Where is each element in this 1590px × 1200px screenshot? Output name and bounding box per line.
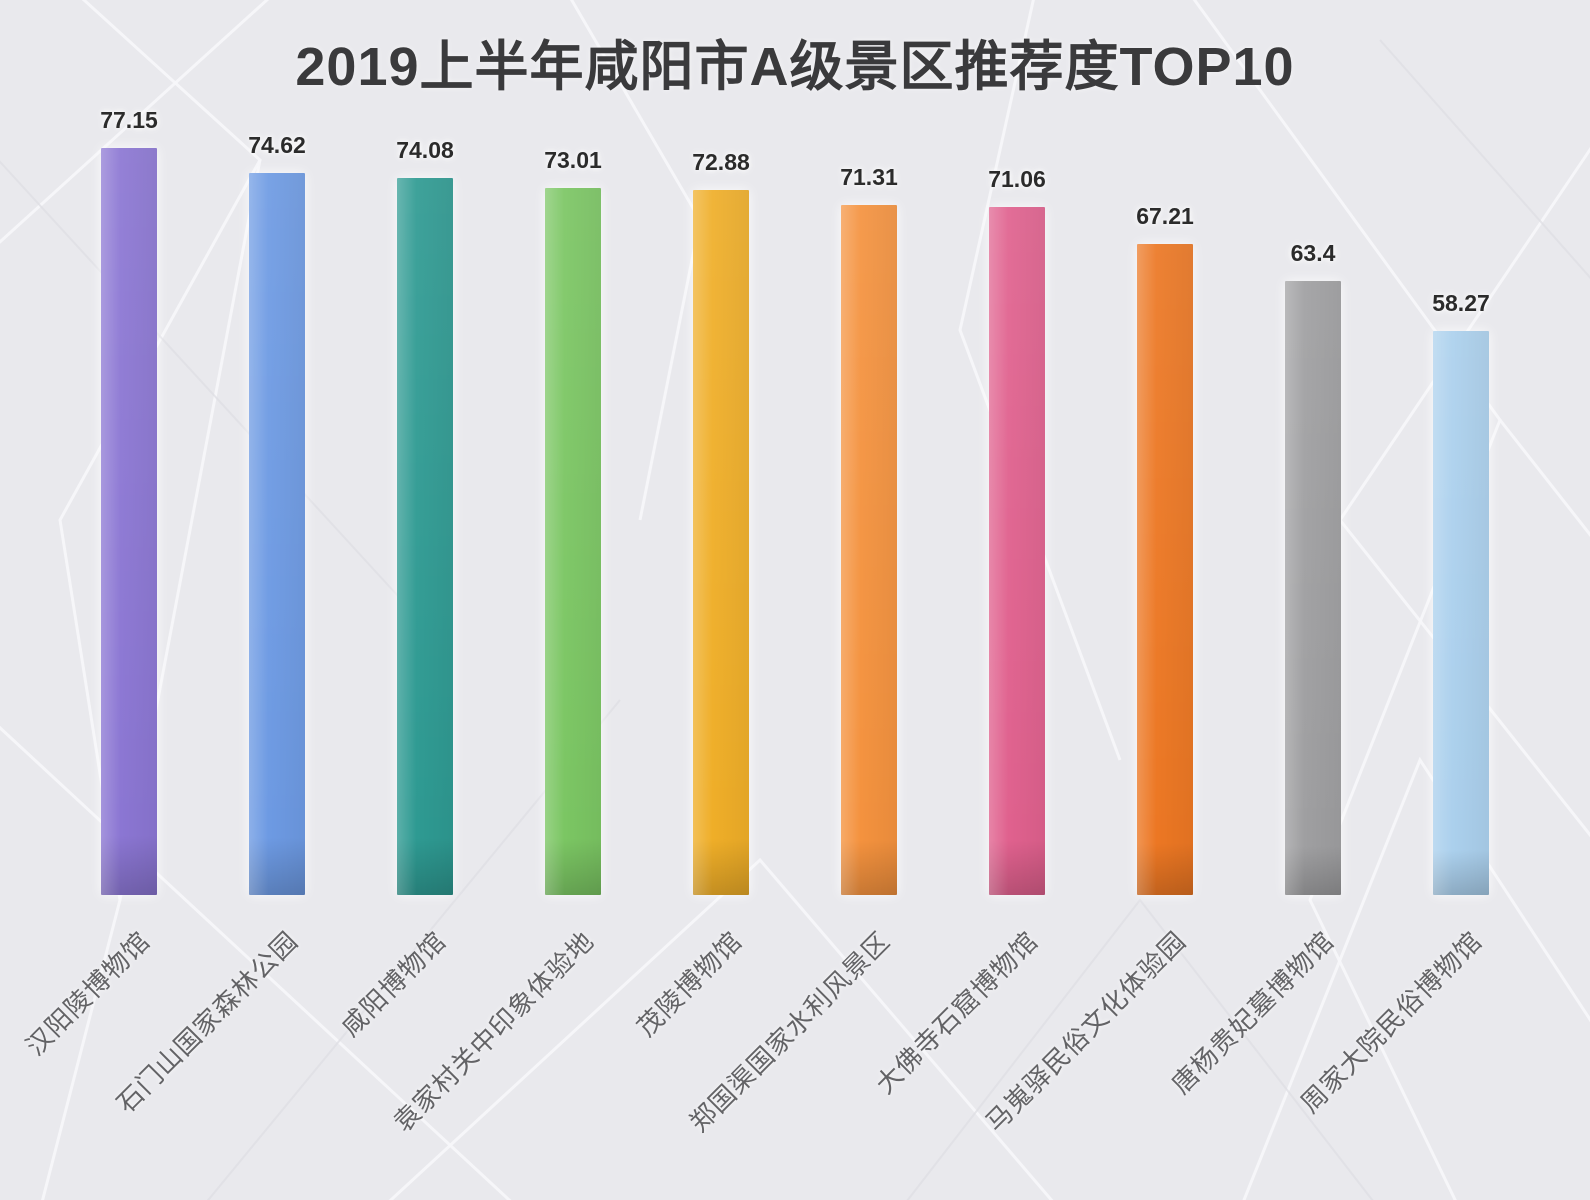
bar [693,190,749,895]
category-label: 唐杨贵妃墓博物馆 [1165,925,1340,1100]
bar-column: 73.01 [499,147,647,895]
bar [1137,244,1193,895]
category-label: 大佛寺石窟博物馆 [869,925,1044,1100]
category-label: 咸阳博物馆 [335,925,452,1043]
bar-column: 74.62 [203,132,351,895]
bar-column: 72.88 [647,149,795,895]
bar-value-label: 73.01 [544,147,602,173]
bar-value-label: 74.62 [248,132,306,158]
bar-value-label: 72.88 [692,149,750,175]
category-label: 茂陵博物馆 [631,925,748,1043]
bar-column: 74.08 [351,137,499,895]
bar-value-label: 74.08 [396,137,454,163]
bar [989,207,1045,895]
bar [545,188,601,895]
bar [249,173,305,895]
bar-column: 58.27 [1387,290,1535,895]
chart-title: 2019上半年咸阳市A级景区推荐度TOP10 [295,37,1295,97]
category-label: 周家大院民俗博物馆 [1294,925,1488,1119]
bar-value-label: 63.4 [1290,240,1336,266]
bar-column: 67.21 [1091,203,1239,895]
bar-value-label: 67.21 [1136,203,1194,229]
bar-value-label: 71.31 [840,164,898,190]
bar-value-label: 58.27 [1432,290,1490,316]
bar-column: 77.15 [55,107,203,895]
bar [101,148,157,895]
bar-value-label: 77.15 [100,107,158,133]
category-label: 马嵬驿民俗文化体验园 [979,925,1192,1138]
bar [841,205,897,895]
bar [1433,331,1489,895]
plot-area: 77.15 74.62 74.08 73.01 72.88 71.31 71.06 67.21… [55,100,1535,895]
bar-column: 71.31 [795,164,943,895]
category-label: 郑国渠国家水利风景区 [683,925,896,1138]
category-label: 石门山国家森林公园 [110,925,304,1119]
bar-column: 71.06 [943,166,1091,895]
bar-value-label: 71.06 [988,166,1046,192]
bar [1285,281,1341,895]
category-label: 汉阳陵博物馆 [19,925,156,1062]
bar-column: 63.4 [1239,240,1387,895]
bar [397,178,453,895]
category-label: 袁家村关中印象体验地 [387,925,600,1138]
